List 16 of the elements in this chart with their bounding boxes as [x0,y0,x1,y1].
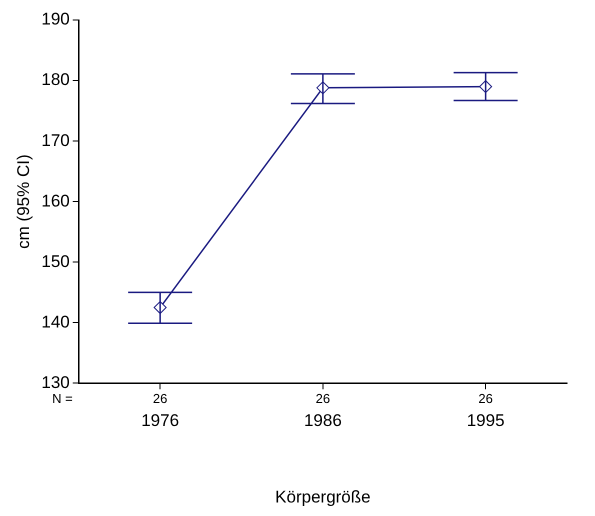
x-tick-label: 1976 [141,411,180,430]
text: N = [52,390,73,406]
text: 26 [316,390,330,406]
y-tick-label: 190 [41,10,70,29]
y-tick-label: 170 [41,130,70,150]
text: 26 [478,390,493,406]
x-axis-title: Körpergröße [275,487,371,506]
y-tick-label: 140 [41,312,70,332]
y-tick-label: 130 [41,372,70,392]
y-axis-title: cm (95% CI) [14,154,33,249]
x-tick-label: 1986 [304,411,342,430]
y-tick-label: 150 [41,252,70,271]
y-tick-label: 180 [41,70,70,90]
y-tick-label: 160 [41,191,70,210]
x-tick-label: 1995 [466,411,505,430]
text: 26 [152,390,168,406]
